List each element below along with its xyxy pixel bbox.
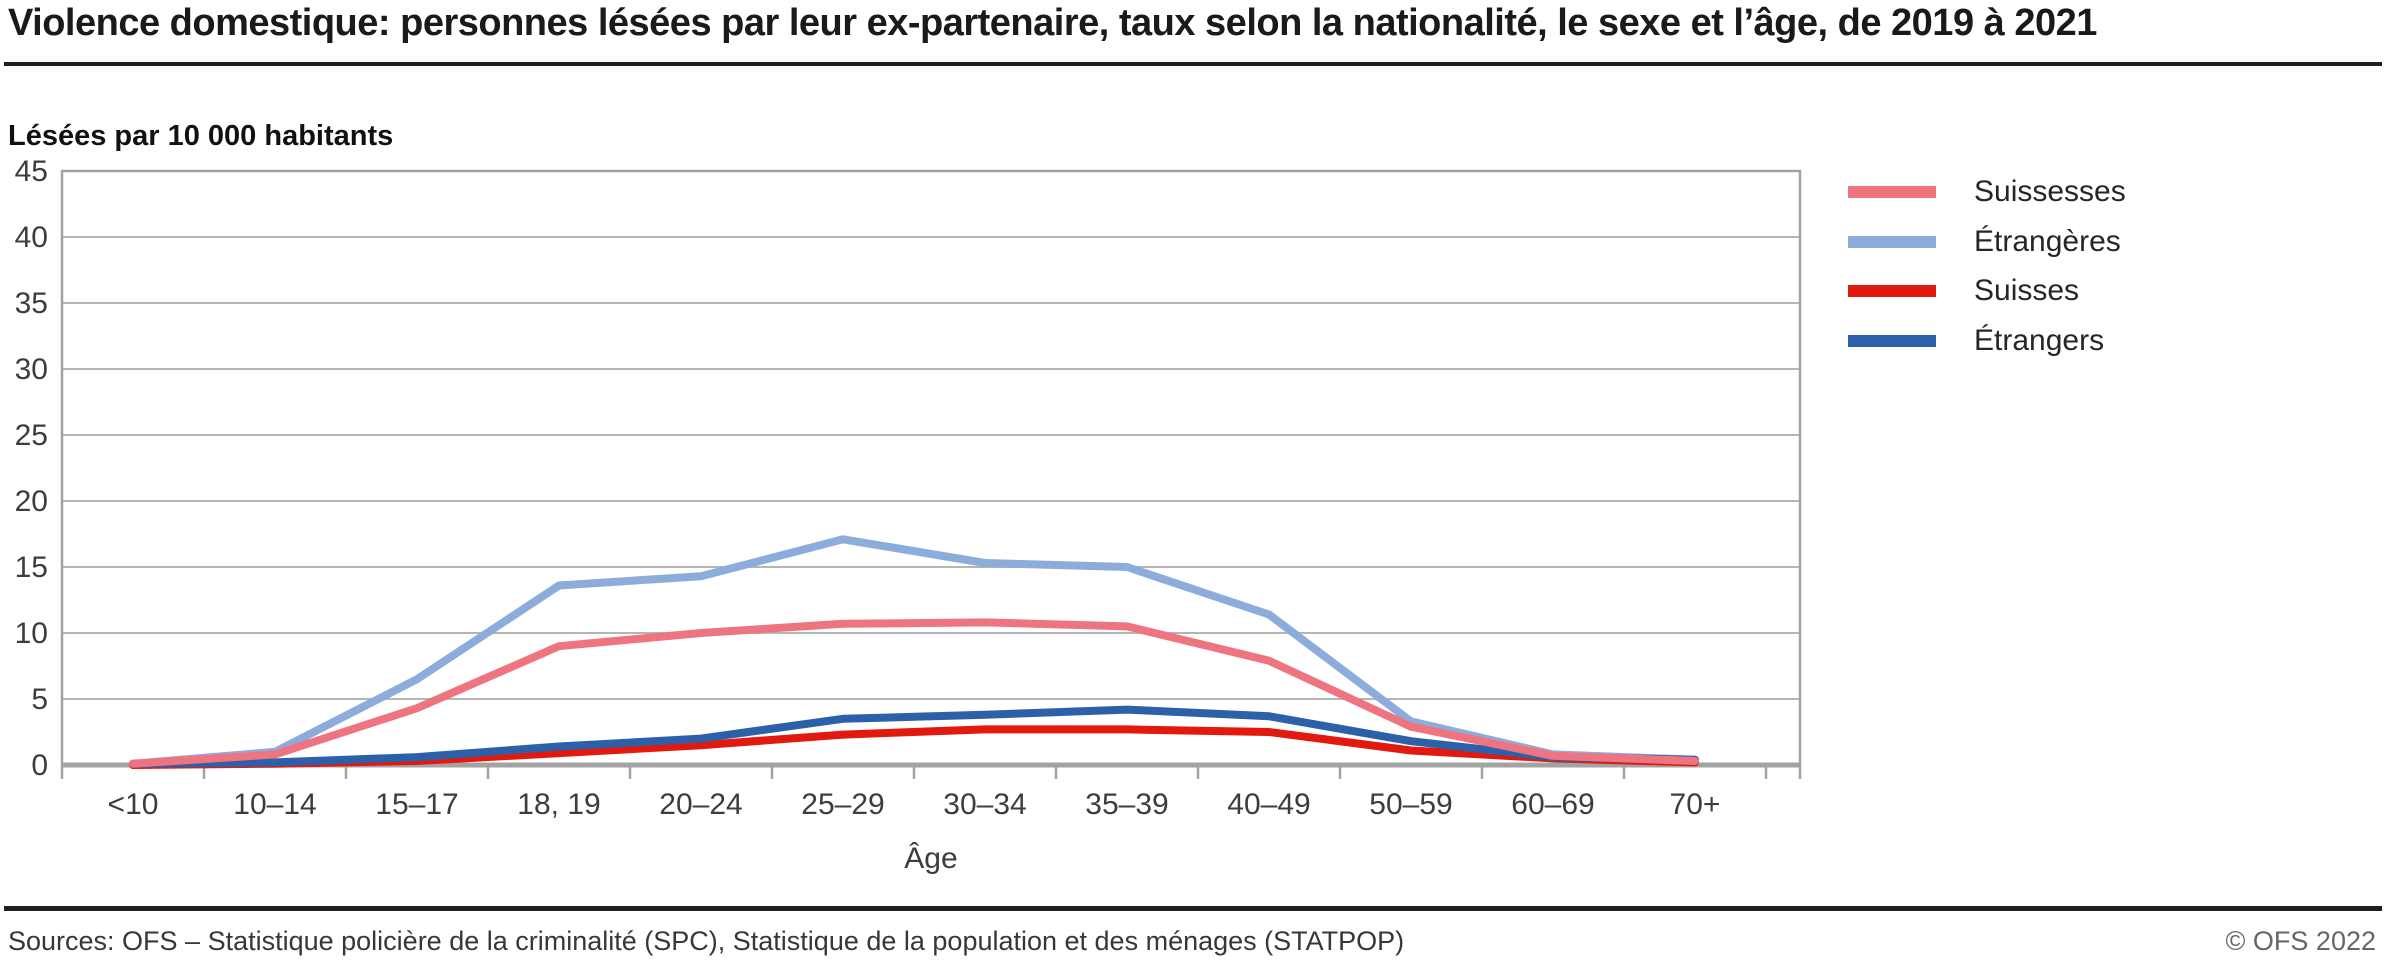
y-tick-label: 10 bbox=[15, 617, 48, 650]
x-tick-label: 25–29 bbox=[801, 788, 884, 821]
y-tick-label: 15 bbox=[15, 551, 48, 584]
x-tick-label: 35–39 bbox=[1085, 788, 1168, 821]
y-tick-label: 30 bbox=[15, 353, 48, 386]
x-tick-label: 20–24 bbox=[659, 788, 742, 821]
y-tick-label: 25 bbox=[15, 419, 48, 452]
legend-label: Étrangères bbox=[1974, 224, 2121, 258]
x-tick-label: 60–69 bbox=[1511, 788, 1594, 821]
y-tick-label: 0 bbox=[31, 749, 48, 782]
line-chart: 0 5 10 15 20 25 30 35 40 45 <10 10–14 15–17 18, 19 20–… bbox=[15, 155, 1802, 875]
x-tick-label: <10 bbox=[108, 788, 159, 821]
x-tick-label: 18, 19 bbox=[517, 788, 600, 821]
series-line-3 bbox=[129, 705, 1699, 768]
series-line-0 bbox=[129, 618, 1699, 768]
x-tick-label: 70+ bbox=[1670, 788, 1721, 821]
sources-text: Sources: OFS – Statistique policière de … bbox=[8, 926, 1405, 956]
legend-item: Étrangères bbox=[1848, 224, 2121, 260]
plot-frame bbox=[60, 169, 1802, 767]
x-tick-label: 15–17 bbox=[375, 788, 458, 821]
x-tick-label: 50–59 bbox=[1369, 788, 1452, 821]
copyright-text: © OFS 2022 bbox=[2225, 926, 2376, 956]
y-axis-unit-label: Lésées par 10 000 habitants bbox=[8, 120, 394, 152]
y-tick-label: 40 bbox=[15, 221, 48, 254]
legend-label: Étrangers bbox=[1974, 324, 2105, 358]
title-divider bbox=[4, 62, 2382, 66]
y-tick-label: 20 bbox=[15, 485, 48, 518]
legend-label: Suisses bbox=[1974, 274, 2080, 308]
legend-swatch bbox=[1848, 285, 1936, 298]
series-line-1 bbox=[129, 535, 1699, 768]
legend-swatch bbox=[1848, 186, 1936, 198]
x-tick-label: 30–34 bbox=[943, 788, 1026, 821]
y-tick-label: 35 bbox=[15, 287, 48, 320]
x-axis-title: Âge bbox=[904, 842, 957, 875]
legend-item: Étrangers bbox=[1848, 323, 2104, 359]
legend-swatch bbox=[1848, 335, 1936, 348]
x-tick-label: 10–14 bbox=[233, 788, 316, 821]
legend-label: Suissesses bbox=[1974, 175, 2126, 208]
x-tick-label: 40–49 bbox=[1227, 788, 1310, 821]
page-title: Violence domestique: personnes lésées pa… bbox=[8, 2, 2097, 44]
footer-divider bbox=[4, 906, 2382, 911]
legend-item: Suissesses bbox=[1848, 174, 2126, 210]
y-tick-label: 5 bbox=[31, 683, 48, 716]
legend-swatch bbox=[1848, 235, 1936, 248]
legend-item: Suisses bbox=[1848, 273, 2079, 309]
y-tick-label: 45 bbox=[15, 155, 48, 188]
